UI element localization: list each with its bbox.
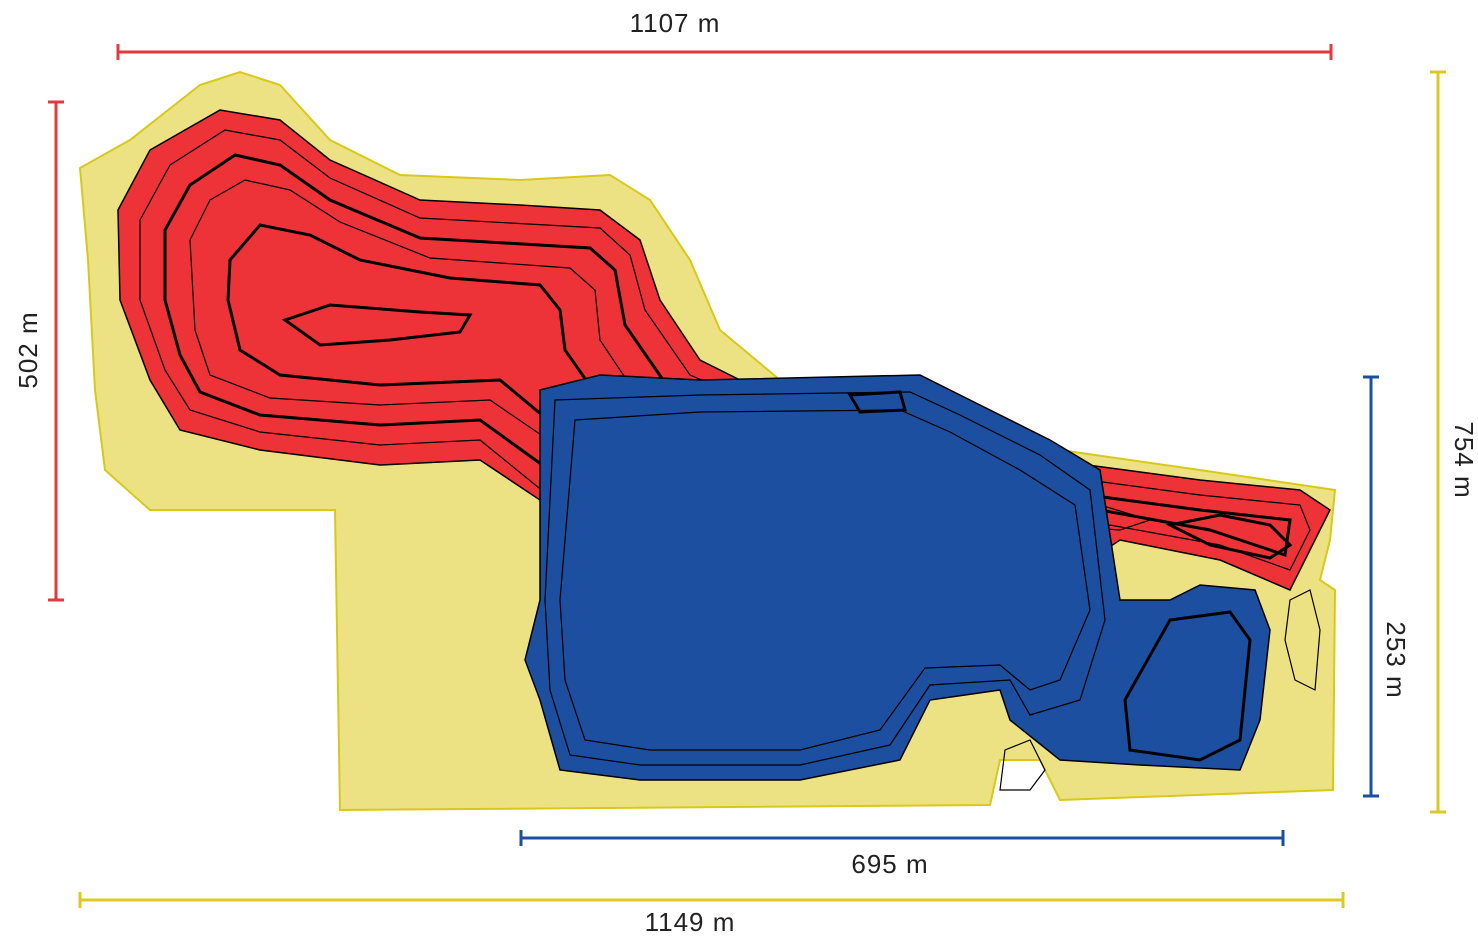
dimension-label: 253 m [1381, 621, 1411, 698]
dimension-label: 1149 m [645, 907, 736, 936]
dimension-label: 1107 m [630, 8, 721, 38]
dimension-site-height [1430, 72, 1446, 812]
dimension-label: 695 m [851, 849, 928, 879]
dimension-red-width [118, 44, 1331, 60]
dimension-label: 502 m [13, 311, 43, 388]
dimension-site-width [80, 892, 1343, 908]
site-map: 1107 m 502 m 754 m 253 m 695 m 1149 m [0, 0, 1478, 936]
dimension-label: 754 m [1449, 421, 1478, 498]
dimension-red-height [48, 102, 64, 600]
dimension-blue-height [1363, 377, 1379, 796]
dimension-blue-width [521, 830, 1283, 846]
